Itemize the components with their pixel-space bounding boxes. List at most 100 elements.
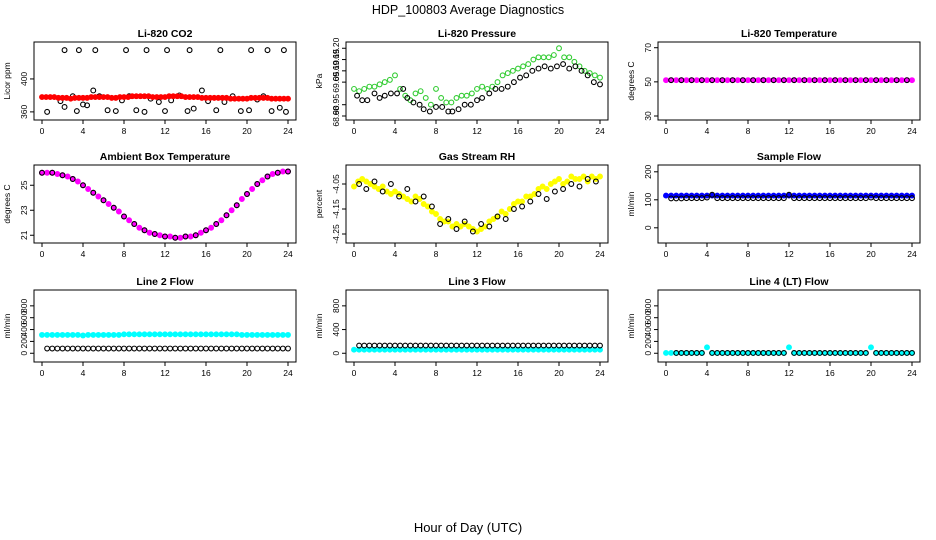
data-point <box>379 183 386 190</box>
data-point <box>588 173 595 180</box>
data-point <box>837 77 844 84</box>
data-point <box>581 67 588 74</box>
data-point <box>167 345 174 352</box>
data-point <box>354 92 361 99</box>
data-point <box>580 173 587 180</box>
data-point <box>146 331 153 338</box>
x-tick-label: 12 <box>160 368 170 378</box>
data-point <box>95 193 102 200</box>
data-point <box>404 186 411 192</box>
data-point <box>801 77 808 84</box>
data-point <box>560 186 567 192</box>
data-point <box>541 63 548 70</box>
data-point <box>376 94 383 101</box>
data-point <box>479 94 486 101</box>
data-point <box>44 169 51 176</box>
data-point <box>264 331 271 338</box>
y-tick-label: 200 <box>643 164 653 178</box>
data-point <box>381 79 388 86</box>
series-pressure-green <box>351 45 603 108</box>
data-point <box>244 331 250 338</box>
x-tick-label: 8 <box>434 249 439 259</box>
data-point <box>249 331 256 338</box>
data-point <box>95 345 102 352</box>
data-point <box>49 169 56 176</box>
data-point <box>873 77 880 84</box>
data-point <box>285 168 291 175</box>
data-point <box>49 345 56 352</box>
x-tick-label: 20 <box>554 126 564 136</box>
data-point <box>510 79 517 86</box>
data-point <box>167 233 174 240</box>
data-point <box>351 183 357 190</box>
data-point <box>172 331 179 338</box>
data-point <box>547 65 554 72</box>
data-point <box>80 101 86 108</box>
data-point <box>121 213 127 220</box>
x-tick-label: 20 <box>242 249 252 259</box>
x-tick-label: 0 <box>40 249 45 259</box>
data-point <box>394 90 400 97</box>
x-tick-label: 16 <box>825 368 835 378</box>
x-tick-label: 16 <box>513 126 523 136</box>
data-point <box>69 176 76 182</box>
data-point <box>279 345 286 352</box>
data-point <box>868 344 874 351</box>
data-point <box>131 221 138 227</box>
data-point <box>770 77 777 84</box>
data-point <box>187 331 194 338</box>
data-point <box>445 108 452 115</box>
data-point <box>821 77 828 84</box>
data-point <box>244 191 250 197</box>
data-point <box>126 331 133 338</box>
x-tick-label: 4 <box>705 249 710 259</box>
data-point <box>745 77 751 84</box>
data-point <box>359 176 366 182</box>
data-point <box>182 345 189 352</box>
data-point <box>531 191 538 197</box>
data-point <box>254 345 261 352</box>
data-point <box>688 77 695 84</box>
data-point <box>164 47 171 54</box>
data-point <box>704 194 710 201</box>
panel-title: Gas Stream RH <box>439 151 515 163</box>
data-point <box>543 186 550 192</box>
data-point <box>404 196 411 202</box>
data-point <box>506 206 513 212</box>
data-point <box>162 345 168 352</box>
data-point <box>146 345 153 352</box>
data-point <box>213 345 220 352</box>
data-point <box>74 178 81 185</box>
x-tick-label: 16 <box>201 126 211 136</box>
y-tick-label: -4.15 <box>331 199 341 219</box>
data-point <box>363 186 370 192</box>
data-point <box>584 176 591 182</box>
data-point <box>857 77 864 84</box>
data-point <box>420 201 427 207</box>
data-point <box>498 208 505 215</box>
data-point <box>806 77 813 84</box>
data-point <box>387 181 394 187</box>
data-point <box>155 99 162 105</box>
data-point <box>523 72 530 79</box>
data-point <box>543 196 550 202</box>
data-point <box>218 345 225 352</box>
data-point <box>827 77 833 84</box>
data-point <box>517 74 523 81</box>
data-point <box>786 344 792 351</box>
data-point <box>739 77 746 84</box>
data-point <box>80 182 86 189</box>
data-point <box>49 331 56 338</box>
data-point <box>274 331 281 338</box>
data-point <box>268 108 275 115</box>
data-point <box>213 107 220 114</box>
data-point <box>133 107 140 114</box>
data-point <box>468 90 475 97</box>
y-axis-label: percent <box>314 189 324 218</box>
data-point <box>223 212 230 219</box>
data-point <box>420 193 427 200</box>
y-tick-label: 21 <box>19 230 29 240</box>
x-tick-label: 0 <box>352 126 357 136</box>
data-point <box>115 345 122 352</box>
data-point <box>151 345 158 352</box>
